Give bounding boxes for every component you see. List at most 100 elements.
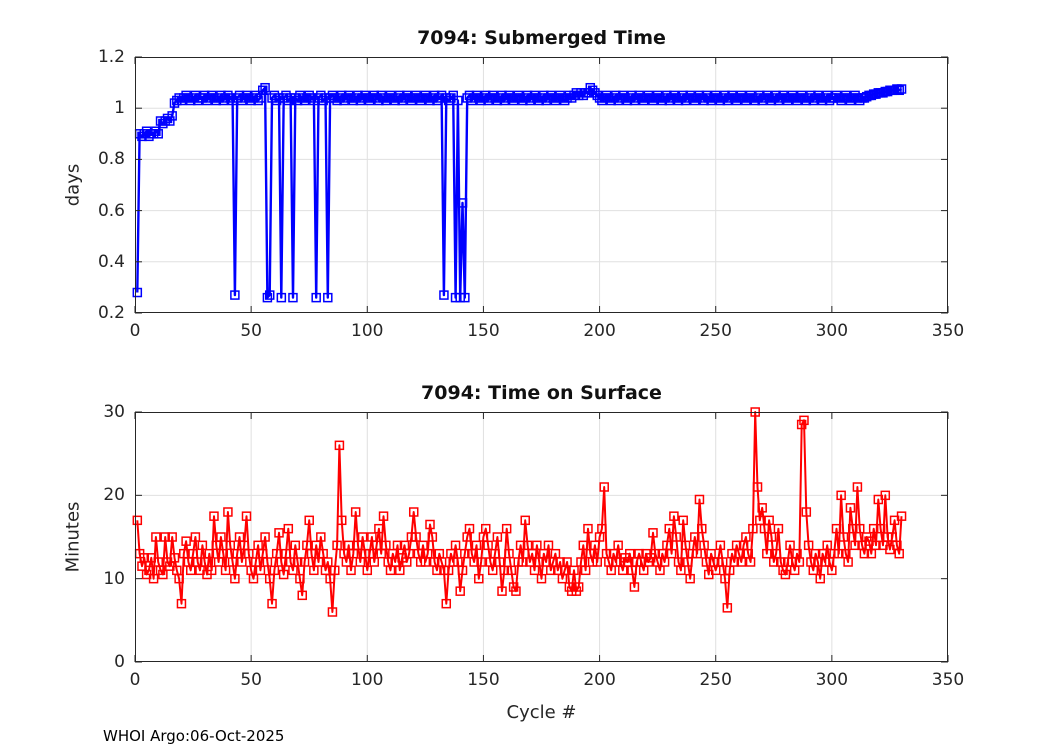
data-point-marker xyxy=(515,540,526,551)
data-point-marker xyxy=(815,573,825,584)
data-point-marker xyxy=(671,532,681,542)
data-point-marker xyxy=(764,515,774,526)
data-point-marker xyxy=(854,523,865,534)
data-point-marker xyxy=(446,93,456,103)
data-point-marker xyxy=(209,511,219,521)
data-point-marker xyxy=(583,523,593,534)
data-point-marker xyxy=(659,557,670,567)
data-point-marker xyxy=(785,540,795,551)
data-point-marker xyxy=(580,565,591,576)
data-point-marker xyxy=(852,482,863,492)
data-point-marker xyxy=(499,565,510,576)
data-point-marker xyxy=(253,95,263,106)
x-tick-label: 100 xyxy=(351,321,384,341)
data-point-marker xyxy=(801,507,812,517)
data-point-marker xyxy=(745,557,756,567)
data-point-marker xyxy=(427,532,438,542)
data-point-marker xyxy=(216,532,226,542)
data-point-marker xyxy=(176,598,187,609)
data-point-marker xyxy=(422,548,433,559)
data-point-marker xyxy=(369,557,380,567)
data-point-marker xyxy=(843,557,853,567)
data-point-marker xyxy=(237,557,247,567)
data-point-marker xyxy=(132,287,143,298)
data-point-marker xyxy=(269,565,280,576)
data-point-marker xyxy=(148,573,159,584)
data-point-marker xyxy=(481,523,491,534)
data-point-marker xyxy=(894,85,904,96)
data-point-marker xyxy=(469,557,479,567)
data-point-marker xyxy=(299,557,310,567)
data-point-marker xyxy=(803,540,814,551)
data-point-marker xyxy=(457,198,468,208)
data-point-marker xyxy=(483,540,493,551)
data-point-marker xyxy=(336,515,347,526)
data-point-marker xyxy=(306,93,317,103)
data-point-marker xyxy=(506,565,517,576)
surface-data-markers xyxy=(132,407,907,617)
data-point-marker xyxy=(752,482,763,492)
data-point-marker xyxy=(592,557,602,567)
data-point-marker xyxy=(378,511,389,521)
data-point-marker xyxy=(457,565,468,576)
data-point-marker xyxy=(532,540,542,551)
data-point-marker xyxy=(283,95,294,106)
data-point-marker xyxy=(258,85,268,96)
data-point-marker xyxy=(204,548,215,559)
data-point-marker xyxy=(669,511,679,521)
data-point-marker xyxy=(439,290,449,300)
submerged-data-line xyxy=(136,86,903,299)
data-point-marker xyxy=(476,557,486,567)
data-point-marker xyxy=(715,540,726,551)
data-point-marker xyxy=(181,536,191,546)
data-point-marker xyxy=(276,292,287,303)
x-tick-label: 50 xyxy=(240,670,262,690)
x-tick-label: 250 xyxy=(699,321,732,341)
data-point-marker xyxy=(599,482,609,492)
data-point-marker xyxy=(831,523,842,534)
data-point-marker xyxy=(450,540,461,551)
data-point-marker xyxy=(518,557,528,567)
data-point-marker xyxy=(223,507,233,517)
data-point-marker xyxy=(264,290,275,300)
data-point-marker xyxy=(241,511,252,521)
data-point-marker xyxy=(597,523,607,534)
y-tick-label: 0.8 xyxy=(97,149,125,170)
data-point-marker xyxy=(460,548,470,559)
data-point-marker xyxy=(838,532,849,542)
data-point-marker xyxy=(346,565,356,576)
data-point-marker xyxy=(330,565,340,576)
data-point-marker xyxy=(748,523,758,534)
data-point-marker xyxy=(297,590,307,601)
data-point-marker xyxy=(132,515,143,526)
data-point-marker xyxy=(455,586,465,596)
data-point-marker xyxy=(680,540,691,551)
footer-attribution: WHOI Argo:06-Oct-2025 xyxy=(103,727,285,745)
data-point-marker xyxy=(218,548,229,559)
data-point-marker xyxy=(848,523,858,534)
data-point-marker xyxy=(262,292,273,303)
data-point-marker xyxy=(492,532,503,542)
axes-box xyxy=(135,57,948,313)
data-point-marker xyxy=(773,523,784,534)
x-tick-label: 0 xyxy=(129,670,141,690)
data-point-marker xyxy=(260,82,270,93)
data-point-marker xyxy=(845,503,856,513)
data-point-marker xyxy=(295,573,305,584)
data-point-marker xyxy=(868,523,879,534)
data-point-marker xyxy=(690,532,700,542)
data-point-marker xyxy=(404,548,414,559)
data-point-marker xyxy=(158,569,168,580)
data-point-marker xyxy=(248,573,259,584)
data-point-marker xyxy=(441,598,452,609)
data-point-marker xyxy=(464,523,475,534)
data-point-marker xyxy=(497,586,507,596)
data-point-marker xyxy=(453,95,463,106)
axes-box xyxy=(135,412,948,662)
y-tick-label: 0 xyxy=(114,652,125,672)
y-tick-label: 30 xyxy=(103,402,125,422)
x-tick-label: 150 xyxy=(467,670,500,690)
x-tick-label: 300 xyxy=(815,670,849,690)
data-point-marker xyxy=(327,607,338,617)
data-point-marker xyxy=(332,540,342,551)
